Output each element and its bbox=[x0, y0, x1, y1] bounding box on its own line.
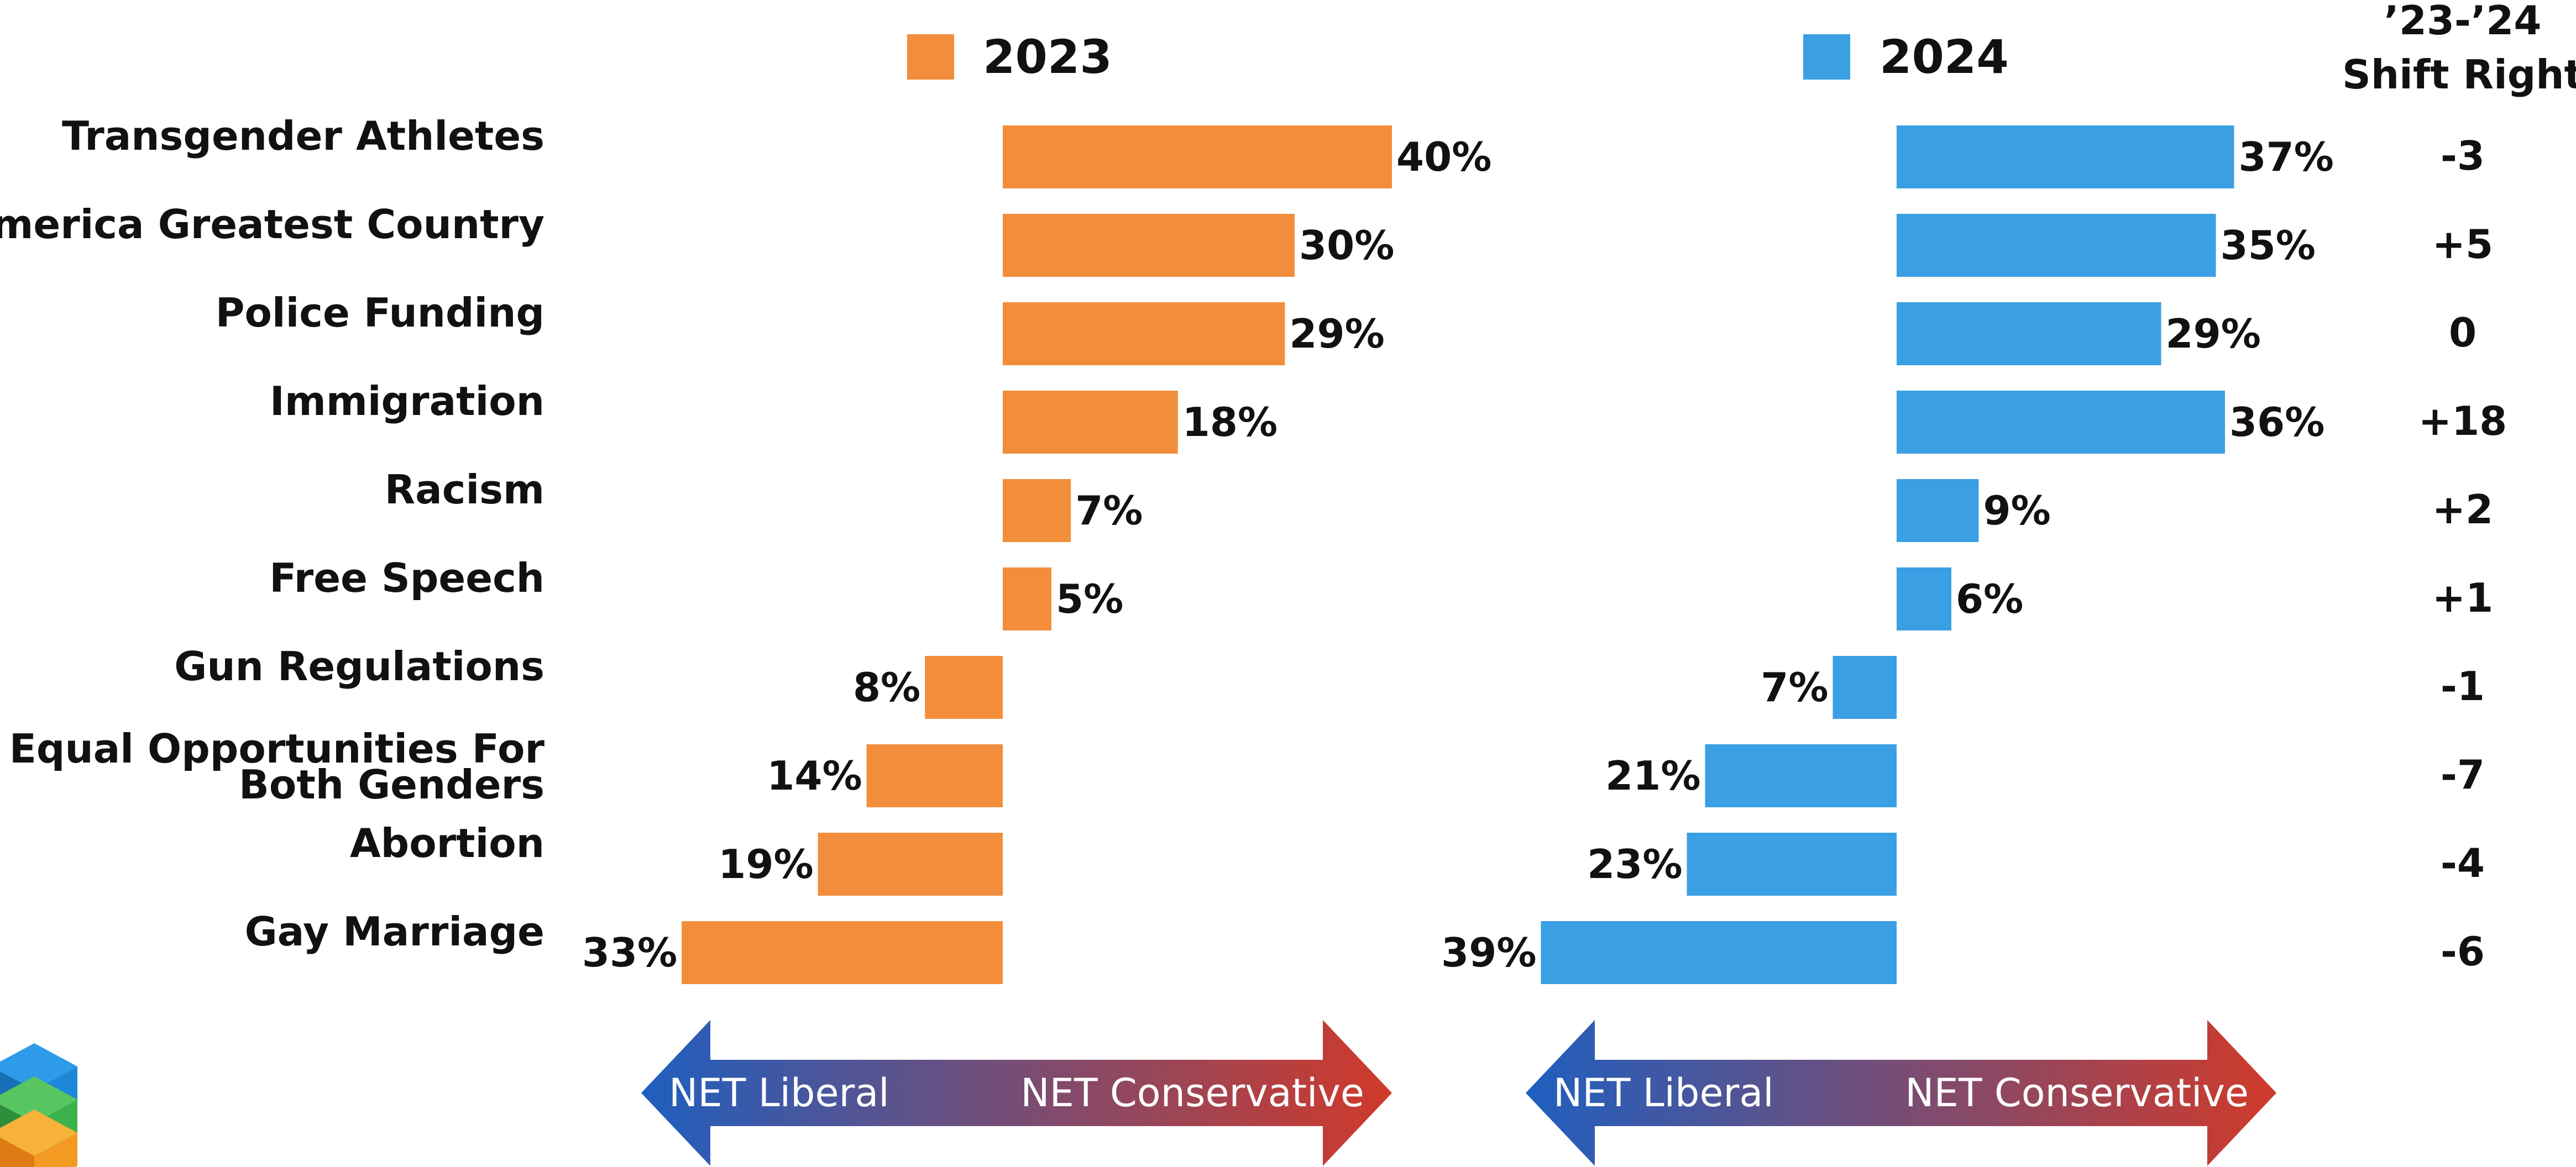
shift-value: -1 bbox=[2441, 663, 2485, 709]
bar bbox=[1897, 391, 2225, 454]
data-label: 8% bbox=[853, 664, 920, 711]
category-label: Free Speech bbox=[269, 555, 544, 601]
data-label: 19% bbox=[718, 841, 813, 887]
category-label: Gun Regulations bbox=[174, 643, 544, 690]
shift-header: Shift Right bbox=[2342, 51, 2576, 98]
data-label: 7% bbox=[1761, 664, 1828, 711]
category-label: Immigration bbox=[270, 378, 544, 424]
bar bbox=[1897, 214, 2216, 277]
shift-header: ’23-’24 bbox=[2384, 0, 2542, 44]
data-label: 35% bbox=[2221, 222, 2316, 269]
bar bbox=[1003, 125, 1392, 188]
arrow-right-label: NET Conservative bbox=[1020, 1070, 1364, 1116]
legend-swatch bbox=[1803, 34, 1850, 80]
shift-value: +2 bbox=[2432, 486, 2493, 533]
category-label: Abortion bbox=[350, 820, 544, 866]
legend-label: 2023 bbox=[983, 30, 1112, 84]
category-label: Gay Marriage bbox=[245, 908, 544, 955]
legend-label: 2024 bbox=[1879, 30, 2009, 84]
arrow-right-label: NET Conservative bbox=[1905, 1070, 2249, 1116]
data-label: 29% bbox=[1289, 311, 1384, 357]
bar bbox=[925, 656, 1003, 719]
data-label: 37% bbox=[2239, 134, 2334, 180]
bar bbox=[1541, 921, 1897, 984]
bar bbox=[1003, 302, 1285, 365]
bar bbox=[1897, 567, 1951, 630]
data-label: 33% bbox=[582, 929, 677, 976]
bar bbox=[1687, 833, 1897, 896]
bar bbox=[867, 744, 1003, 807]
data-label: 18% bbox=[1182, 399, 1277, 445]
data-label: 9% bbox=[1983, 487, 2051, 534]
data-label: 7% bbox=[1075, 487, 1143, 534]
data-label: 29% bbox=[2166, 311, 2261, 357]
category-label: America Greatest Country bbox=[0, 201, 544, 248]
data-label: 30% bbox=[1299, 222, 1394, 269]
data-label: 6% bbox=[1956, 576, 2023, 622]
data-label: 23% bbox=[1587, 841, 1682, 887]
shift-value: +5 bbox=[2432, 221, 2493, 267]
data-label: 36% bbox=[2229, 399, 2324, 445]
shift-value: +1 bbox=[2432, 575, 2493, 621]
shift-value: +18 bbox=[2418, 398, 2507, 444]
category-label: Transgender Athletes bbox=[62, 113, 544, 159]
legend-swatch bbox=[907, 34, 954, 80]
category-label: Both Genders bbox=[239, 761, 544, 808]
bar bbox=[1897, 302, 2161, 365]
bar bbox=[1897, 125, 2234, 188]
shift-value: -3 bbox=[2441, 133, 2485, 179]
data-label: 39% bbox=[1441, 929, 1536, 976]
bar bbox=[1003, 214, 1295, 277]
category-label: Racism bbox=[385, 466, 544, 513]
shift-value: 0 bbox=[2449, 309, 2476, 356]
data-label: 5% bbox=[1056, 576, 1123, 622]
data-label: 40% bbox=[1396, 134, 1491, 180]
category-label: Police Funding bbox=[216, 290, 544, 336]
shift-value: -7 bbox=[2441, 751, 2485, 798]
bar bbox=[1003, 567, 1051, 630]
bar bbox=[1705, 744, 1897, 807]
arrow-left-label: NET Liberal bbox=[1553, 1070, 1774, 1116]
shift-value: -6 bbox=[2441, 928, 2485, 975]
shift-value: -4 bbox=[2441, 840, 2485, 886]
bar bbox=[818, 833, 1003, 896]
bar bbox=[682, 921, 1003, 984]
brand-logo bbox=[0, 1043, 77, 1167]
arrow-left-label: NET Liberal bbox=[669, 1070, 889, 1116]
bar bbox=[1897, 479, 1979, 542]
bar bbox=[1003, 391, 1178, 454]
data-label: 21% bbox=[1605, 753, 1700, 799]
bar bbox=[1003, 479, 1071, 542]
bar bbox=[1833, 656, 1897, 719]
data-label: 14% bbox=[767, 753, 862, 799]
